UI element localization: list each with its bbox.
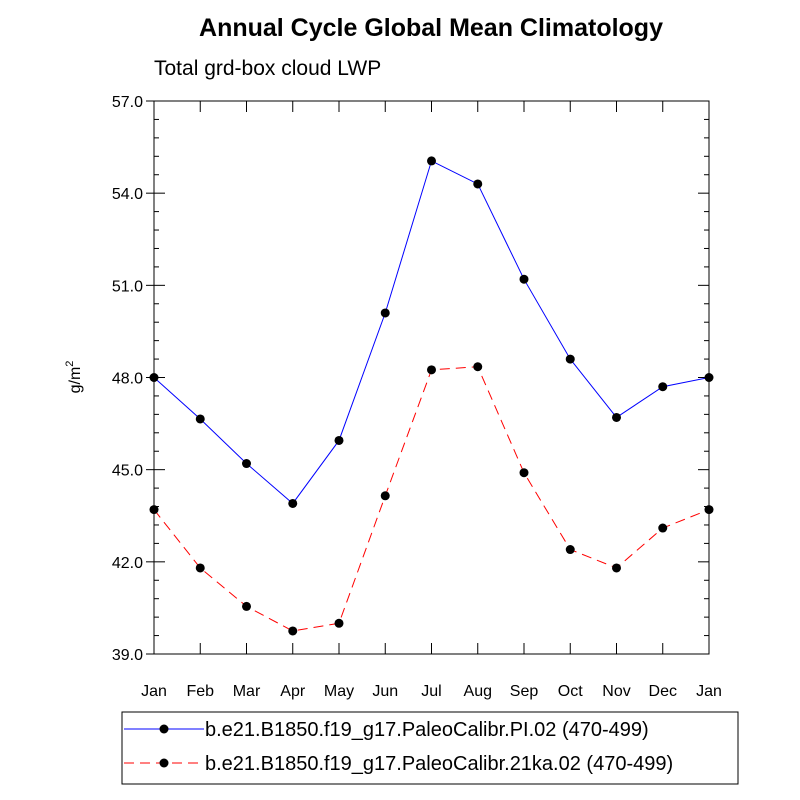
x-tick-label: May [324,683,354,700]
y-axis-label-superscript: 2 [64,361,76,367]
y-axis-label-group: g/m2 [64,361,84,394]
series-line-2 [153,366,710,632]
series-1-point [334,435,344,445]
x-tick-label: Apr [280,683,306,700]
series-2-point [519,468,529,478]
y-tick-label: 48.0 [112,371,143,388]
svg-text:g/m2: g/m2 [64,361,84,394]
series-1-point [427,156,436,166]
series-2-point [427,365,436,375]
axis-ticks: 39.0 42.0 45.0 48.0 51.0 54.0 57.0 Jan Feb Mar Apr… [112,94,722,700]
series-2-point [195,563,205,573]
x-tick-label: Feb [186,683,214,700]
y-tick-label: 39.0 [112,647,143,664]
chart-subtitle: Total grd-box cloud LWP [154,57,381,80]
series-1-point [519,274,529,284]
series-2-point [473,362,483,372]
legend-marker-2 [159,758,169,768]
series-line-1 [153,160,710,505]
series-2-point [658,523,668,533]
legend-marker-1 [159,724,169,734]
y-axis-label: g/m [67,367,84,394]
x-tick-label: Dec [649,683,677,700]
x-tick-label: Aug [464,683,492,700]
series-1-point [473,179,483,189]
chart-title: Annual Cycle Global Mean Climatology [199,14,663,42]
y-tick-label: 54.0 [112,186,143,203]
x-tick-label: Jul [421,683,441,700]
x-tick-label: Sep [510,683,539,700]
x-tick-label: Jun [372,683,398,700]
legend-label-1: b.e21.B1850.f19_g17.PaleoCalibr.PI.02 (4… [205,719,649,741]
series-2-point [565,545,575,555]
series-1-point [658,382,668,392]
series-1-point [612,412,621,422]
series-2-point [242,601,251,611]
series-2-point [334,618,344,628]
x-tick-label: Jan [141,683,167,700]
plot-frame [153,100,710,655]
series-2-point [704,505,714,515]
y-tick-label: 42.0 [112,555,143,572]
series-2-point [288,626,298,636]
x-tick-label: Mar [233,683,261,700]
series-1-point [288,498,298,508]
x-tick-label: Nov [602,683,630,700]
legend-box [121,711,739,785]
series-1-point [195,414,205,424]
y-tick-label: 45.0 [112,463,143,480]
x-tick-label: Jan [696,683,722,700]
legend: b.e21.B1850.f19_g17.PaleoCalibr.PI.02 (4… [124,719,673,775]
series-1-point [149,373,159,382]
series-1-point [565,354,575,364]
legend-label-2: b.e21.B1850.f19_g17.PaleoCalibr.21ka.02 … [205,753,673,775]
series-2-point [149,505,159,515]
x-tick-label: Oct [558,683,583,700]
y-tick-label: 51.0 [112,278,143,295]
series-1-point [242,459,251,469]
series-1-point [380,308,390,318]
series-2-point [612,563,621,573]
series-2-point [380,491,390,501]
y-tick-label: 57.0 [112,94,143,111]
series-layer [149,156,714,636]
series-1-point [704,373,714,382]
